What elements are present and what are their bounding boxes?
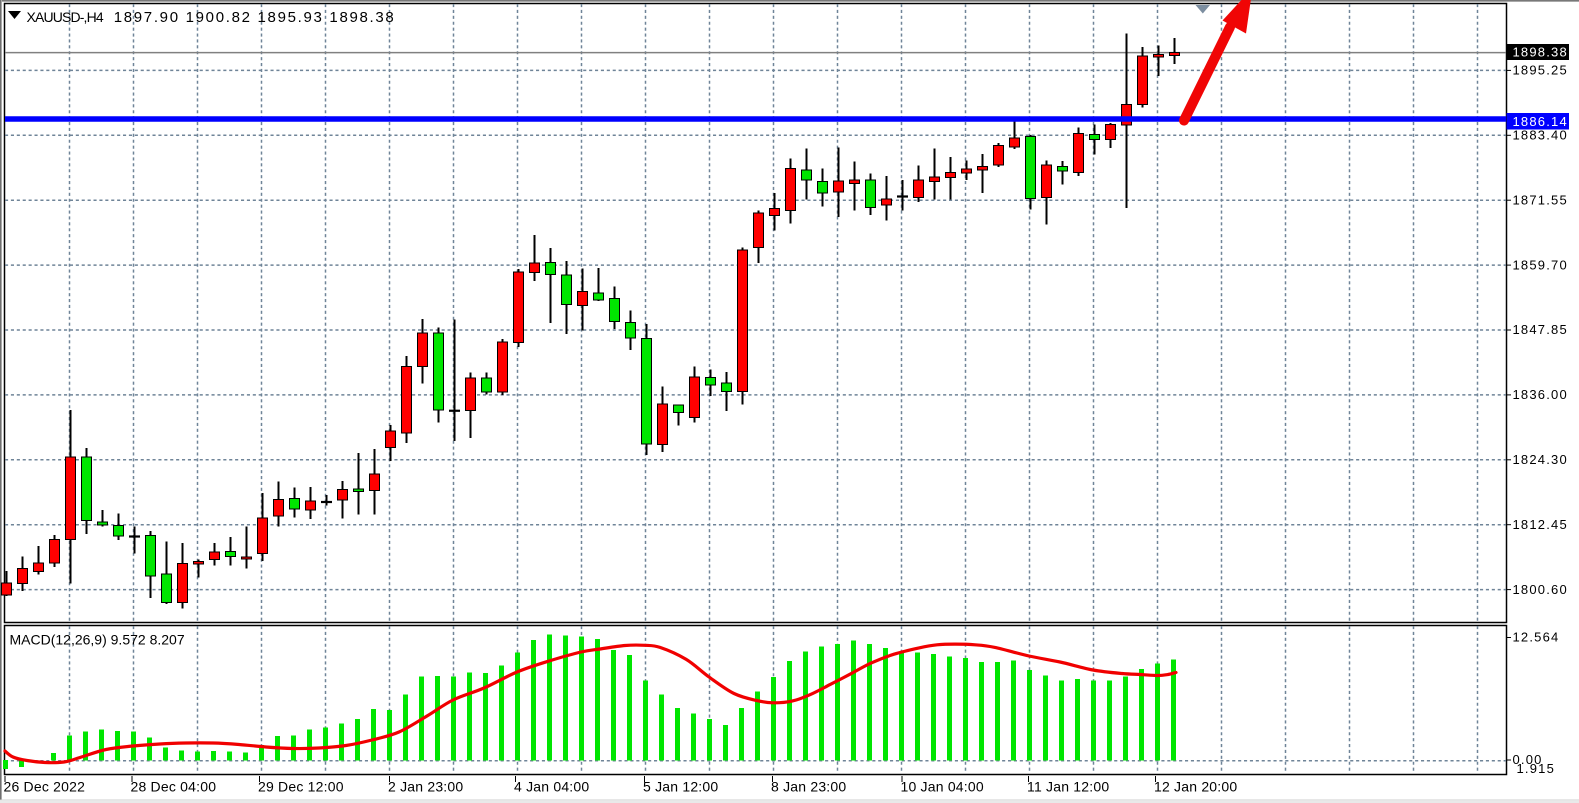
svg-text:12 Jan 20:00: 12 Jan 20:00	[1154, 779, 1237, 795]
svg-text:29 Dec 12:00: 29 Dec 12:00	[258, 779, 344, 795]
svg-text:1898.38: 1898.38	[1513, 45, 1568, 60]
svg-text:XAUUSD-,H4: XAUUSD-,H4	[27, 9, 104, 25]
svg-text:MACD(12,26,9) 9.572 8.207: MACD(12,26,9) 9.572 8.207	[10, 632, 185, 648]
svg-text:1883.40: 1883.40	[1513, 128, 1568, 143]
svg-text:5 Jan 12:00: 5 Jan 12:00	[643, 779, 718, 795]
svg-text:0.00: 0.00	[1513, 752, 1543, 767]
svg-text:1859.70: 1859.70	[1513, 257, 1568, 272]
svg-text:1897.90 1900.82 1895.93 1898.3: 1897.90 1900.82 1895.93 1898.38	[114, 9, 396, 26]
svg-text:1847.85: 1847.85	[1513, 322, 1568, 337]
svg-text:2 Jan 23:00: 2 Jan 23:00	[388, 779, 463, 795]
svg-text:1895.25: 1895.25	[1513, 63, 1568, 78]
svg-text:4 Jan 04:00: 4 Jan 04:00	[514, 779, 589, 795]
svg-text:1812.45: 1812.45	[1513, 517, 1568, 532]
svg-text:12.564: 12.564	[1513, 630, 1560, 645]
svg-text:1.915: 1.915	[1517, 761, 1556, 776]
svg-text:26 Dec 2022: 26 Dec 2022	[4, 779, 86, 795]
svg-text:1824.30: 1824.30	[1513, 452, 1568, 467]
svg-text:1800.60: 1800.60	[1513, 582, 1568, 597]
svg-text:8 Jan 23:00: 8 Jan 23:00	[771, 779, 846, 795]
svg-text:1886.14: 1886.14	[1513, 114, 1568, 129]
svg-text:11 Jan 12:00: 11 Jan 12:00	[1027, 779, 1109, 795]
svg-text:1836.00: 1836.00	[1513, 387, 1568, 402]
svg-text:1871.55: 1871.55	[1513, 192, 1568, 207]
svg-text:10 Jan 04:00: 10 Jan 04:00	[901, 779, 984, 795]
svg-text:28 Dec 04:00: 28 Dec 04:00	[131, 779, 217, 795]
